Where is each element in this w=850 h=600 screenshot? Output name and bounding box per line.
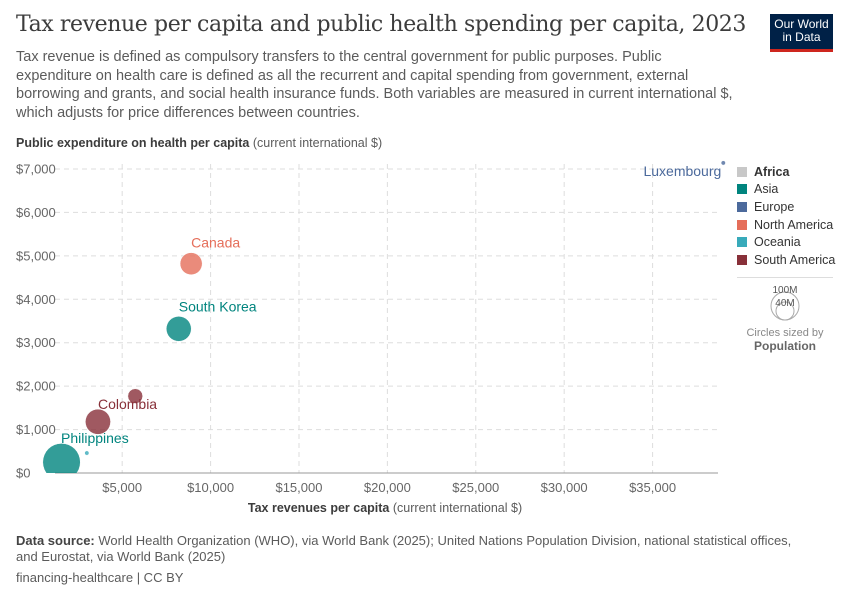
source-label: Data source: xyxy=(16,533,95,548)
x-tick-label: $30,000 xyxy=(541,480,588,495)
legend-item[interactable]: Asia xyxy=(737,181,835,199)
legend-swatch xyxy=(737,166,747,177)
size-legend: 100M 40M Circles sized by Population xyxy=(735,278,835,353)
chart-subtitle: Tax revenue is defined as compulsory tra… xyxy=(16,49,733,121)
y-label-unit: (current international $) xyxy=(252,136,383,150)
data-point xyxy=(166,316,192,342)
y-tick-label: $1,000 xyxy=(16,422,56,437)
y-tick-label: $5,000 xyxy=(16,248,56,263)
point-label: Luxembourg xyxy=(643,163,721,179)
x-tick-label: $25,000 xyxy=(452,480,499,495)
legend-swatch xyxy=(737,219,747,230)
data-point xyxy=(42,443,81,473)
data-point xyxy=(85,408,111,435)
y-tick-label: $2,000 xyxy=(16,379,56,394)
x-label-unit: (current international $) xyxy=(392,501,523,515)
size-legend-small: 40M xyxy=(775,298,794,309)
footer-source: Data source: World Health Organization (… xyxy=(16,533,816,565)
x-axis-label: Tax revenues per capita (current interna… xyxy=(0,501,770,515)
y-tick-label: $4,000 xyxy=(16,292,56,307)
y-label-bold: Public expenditure on health per capita xyxy=(16,136,250,150)
legend-label: North America xyxy=(754,217,834,232)
legend-divider xyxy=(737,276,833,278)
data-point xyxy=(179,252,203,275)
legend-item[interactable]: North America xyxy=(737,216,835,234)
chart-title: Tax revenue per capita and public health… xyxy=(16,12,746,37)
size-variable: Population xyxy=(754,339,816,353)
legend-swatch xyxy=(737,201,747,212)
owid-logo[interactable]: Our World in Data xyxy=(770,14,833,52)
legend-label: Europe xyxy=(754,199,795,214)
x-tick-label: $10,000 xyxy=(187,480,234,495)
source-text[interactable]: World Health Organization (WHO), via Wor… xyxy=(16,533,792,564)
legend-label: South America xyxy=(754,252,836,267)
y-tick-label: $3,000 xyxy=(16,335,56,350)
x-tick-label: $35,000 xyxy=(629,480,676,495)
legend-item[interactable]: Oceania xyxy=(737,233,835,251)
data-point xyxy=(84,450,90,456)
legend-swatch xyxy=(737,254,747,265)
size-legend-big: 100M xyxy=(772,285,797,296)
x-tick-label: $15,000 xyxy=(275,480,322,495)
color-legend: Africa Asia Europe North America Oceania Sout… xyxy=(737,163,835,278)
x-label-bold: Tax revenues per capita xyxy=(247,501,390,515)
legend-label: Asia xyxy=(754,182,779,197)
x-tick-label: $20,000 xyxy=(364,480,411,495)
legend-swatch xyxy=(737,237,747,248)
point-label: Philippines xyxy=(61,430,129,446)
x-tick-label: $5,000 xyxy=(102,480,142,495)
size-legend-circles: 100M 40M xyxy=(770,285,800,321)
y-tick-label: $0 xyxy=(16,466,30,481)
footer-slug[interactable]: financing-healthcare | CC BY xyxy=(16,570,184,585)
point-label: South Korea xyxy=(179,298,257,314)
data-point xyxy=(127,388,143,404)
point-label: Canada xyxy=(191,235,240,251)
legend-label: Africa xyxy=(754,164,790,179)
logo-line1: Our World xyxy=(774,17,829,31)
size-caption: Circles sized by xyxy=(746,327,824,339)
y-tick-label: $7,000 xyxy=(16,162,56,177)
legend-swatch xyxy=(737,184,747,195)
legend-item[interactable]: South America xyxy=(737,251,835,269)
logo-line2: in Data xyxy=(782,30,821,44)
y-tick-label: $6,000 xyxy=(16,205,56,220)
y-axis-label: Public expenditure on health per capita … xyxy=(16,136,382,150)
point-label: Colombia xyxy=(98,396,157,412)
legend-item[interactable]: Europe xyxy=(737,198,835,216)
legend-label: Oceania xyxy=(754,235,801,250)
data-point xyxy=(720,160,726,166)
legend-item[interactable]: Africa xyxy=(737,163,835,181)
